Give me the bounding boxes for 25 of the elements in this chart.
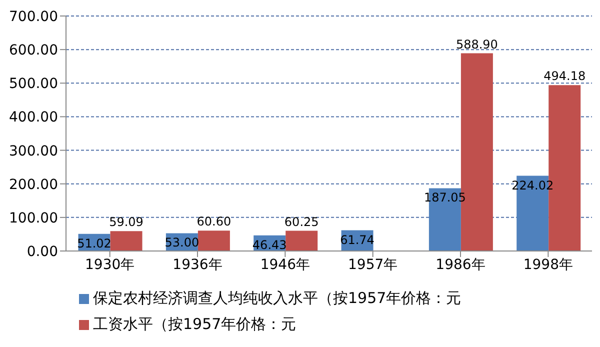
bar <box>198 230 230 251</box>
data-label: 51.02 <box>77 236 112 250</box>
y-tick-label: 600.00 <box>9 42 58 59</box>
x-tick-label: 1986年 <box>436 256 486 273</box>
y-tick-label: 400.00 <box>9 110 58 126</box>
x-tick-label: 1957年 <box>348 256 398 273</box>
y-tick-label: 300.00 <box>9 143 58 160</box>
y-tick-label: 500.00 <box>9 76 58 92</box>
x-tick-label: 1930年 <box>85 256 135 273</box>
data-label: 588.90 <box>456 37 498 52</box>
y-tick-label: 100.00 <box>9 210 58 226</box>
data-label: 60.60 <box>196 214 232 229</box>
x-tick-label: 1998年 <box>523 256 573 273</box>
y-tick-label: 0.00 <box>26 244 58 260</box>
x-tick-label: 1936年 <box>172 256 222 273</box>
data-label: 494.18 <box>544 69 586 84</box>
y-tick-label: 700.00 <box>9 8 58 25</box>
bar <box>110 231 142 251</box>
data-label: 59.09 <box>109 215 144 230</box>
y-tick-label: 200.00 <box>9 176 58 193</box>
x-tick-label: 1946年 <box>260 256 310 273</box>
legend-label: 保定农村经济调查人均纯收入水平（按1957年价格：元 <box>93 289 462 307</box>
legend-label: 工资水平（按1957年价格：元 <box>93 315 296 333</box>
data-label: 60.25 <box>284 214 319 229</box>
bar <box>286 230 318 251</box>
